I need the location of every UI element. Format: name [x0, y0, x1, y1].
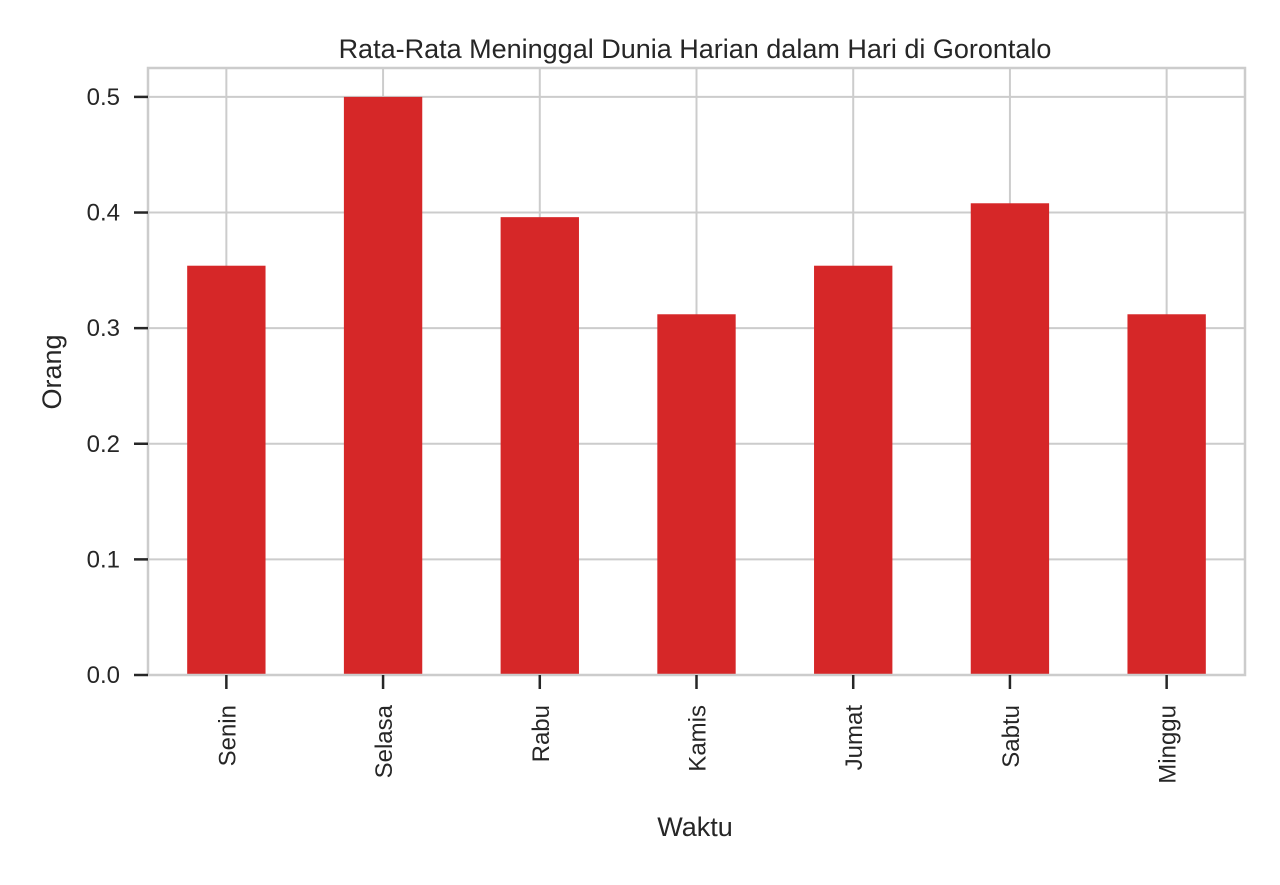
- y-tick-label: 0.3: [87, 315, 120, 342]
- x-tick-label: Selasa: [371, 704, 398, 778]
- bar-senin: [187, 265, 266, 675]
- y-tick-label: 0.5: [87, 84, 120, 111]
- x-tick-label: Jumat: [841, 705, 868, 771]
- x-axis-title: Waktu: [657, 812, 733, 842]
- chart-title: Rata-Rata Meninggal Dunia Harian dalam H…: [339, 34, 1052, 64]
- bar-sabtu: [970, 203, 1050, 675]
- bar-rabu: [500, 217, 579, 676]
- y-tick-label: 0.1: [87, 546, 120, 573]
- x-tick-label: Rabu: [528, 705, 555, 762]
- x-tick-label: Minggu: [1155, 705, 1182, 784]
- y-tick-label: 0.0: [87, 662, 120, 689]
- x-tick-label: Kamis: [685, 705, 712, 772]
- bar-kamis: [657, 314, 736, 675]
- bars: [187, 96, 1206, 676]
- tick-labels: 0.0 0.1 0.2 0.3 0.4 0.5 Senin Selasa Rabu Kamis Ju…: [87, 84, 1182, 784]
- axis-ticks: [134, 95, 1168, 689]
- y-tick-label: 0.4: [87, 200, 120, 227]
- y-axis-title: Orang: [37, 334, 67, 409]
- bar-jumat: [814, 265, 893, 675]
- y-tick-label: 0.2: [87, 431, 120, 458]
- bar-selasa: [343, 96, 423, 675]
- x-tick-label: Senin: [214, 705, 241, 766]
- x-tick-label: Sabtu: [998, 705, 1025, 768]
- bar-minggu: [1127, 314, 1206, 675]
